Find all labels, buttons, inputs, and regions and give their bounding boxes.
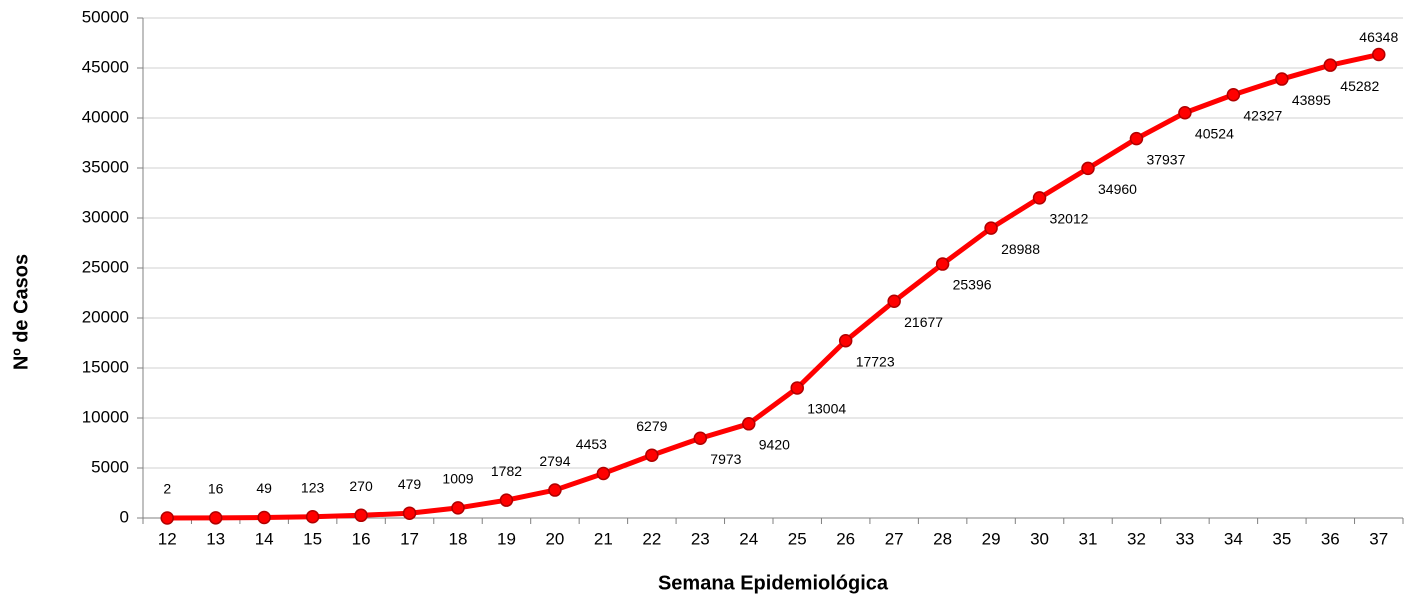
- x-tick-label: 25: [788, 529, 807, 548]
- data-label: 1009: [442, 471, 473, 487]
- marker: [887, 294, 901, 308]
- line: [167, 52, 1380, 521]
- x-tick-label: 15: [303, 529, 322, 548]
- marker: [451, 501, 465, 515]
- data-label: 13004: [807, 401, 846, 417]
- x-tick-label: 13: [206, 529, 225, 548]
- marker: [790, 381, 804, 395]
- data-label: 40524: [1195, 125, 1234, 141]
- data-label: 7973: [710, 451, 741, 467]
- y-tick-label: 50000: [82, 7, 129, 26]
- marker: [160, 511, 174, 525]
- marker: [935, 257, 950, 271]
- y-axis-title: Nº de Casos: [10, 254, 32, 370]
- x-tick-label: 18: [449, 529, 468, 548]
- x-tick-label: 29: [982, 529, 1001, 548]
- x-axis-title: Semana Epidemiológica: [658, 572, 889, 594]
- data-label: 28988: [1001, 241, 1040, 257]
- marker: [1032, 191, 1047, 205]
- data-label: 46348: [1359, 29, 1398, 45]
- x-tick-label: 14: [255, 529, 274, 548]
- data-label: 34960: [1098, 181, 1137, 197]
- x-tick-label: 30: [1030, 529, 1049, 548]
- y-tick-label: 5000: [91, 457, 129, 476]
- data-label: 6279: [636, 418, 667, 434]
- marker: [1081, 161, 1095, 176]
- marker: [548, 483, 562, 497]
- data-label: 1782: [491, 463, 522, 479]
- marker: [693, 431, 708, 446]
- marker: [1372, 47, 1386, 62]
- x-tick-label: 26: [836, 529, 855, 548]
- data-label: 270: [349, 478, 373, 494]
- data-label: 43895: [1292, 92, 1331, 108]
- marker: [1226, 87, 1241, 102]
- data-label: 16: [208, 481, 224, 497]
- data-label: 2: [163, 481, 171, 497]
- x-tick-label: 23: [691, 529, 710, 548]
- marker: [1323, 58, 1338, 72]
- marker: [402, 506, 417, 520]
- x-tick-label: 27: [885, 529, 904, 548]
- x-tick-label: 32: [1127, 529, 1146, 548]
- marker: [742, 417, 756, 431]
- x-tick-label: 17: [400, 529, 419, 548]
- x-tick-label: 20: [545, 529, 564, 548]
- data-label: 49: [256, 480, 272, 496]
- data-label: 4453: [576, 436, 607, 452]
- marker: [984, 221, 998, 235]
- x-tick-label: 36: [1321, 529, 1340, 548]
- x-tick-label: 12: [158, 529, 177, 548]
- y-tick-label: 45000: [82, 57, 129, 76]
- marker: [1129, 131, 1144, 146]
- marker: [354, 508, 368, 523]
- marker: [305, 510, 320, 524]
- data-label: 17723: [856, 353, 895, 369]
- y-tick-label: 15000: [82, 357, 129, 376]
- y-tick-label: 20000: [82, 307, 129, 326]
- data-label: 25396: [953, 277, 992, 293]
- data-label: 32012: [1050, 211, 1089, 227]
- x-tick-label: 31: [1079, 529, 1098, 548]
- data-label: 37937: [1146, 151, 1185, 167]
- y-tick-label: 35000: [82, 157, 129, 176]
- marker: [1178, 106, 1192, 120]
- marker: [596, 466, 611, 481]
- data-label: 45282: [1340, 78, 1379, 94]
- data-label: 123: [301, 479, 325, 495]
- marker: [1275, 72, 1289, 86]
- marker: [838, 334, 853, 348]
- x-tick-label: 21: [594, 529, 613, 548]
- y-tick-label: 30000: [82, 207, 129, 226]
- x-tick-label: 33: [1175, 529, 1194, 548]
- x-tick-label: 35: [1272, 529, 1291, 548]
- marker: [208, 511, 223, 525]
- marker: [257, 510, 271, 525]
- marker: [645, 448, 659, 462]
- x-tick-label: 34: [1224, 529, 1243, 548]
- x-tick-label: 24: [739, 529, 758, 548]
- x-tick-label: 16: [352, 529, 371, 548]
- y-tick-label: 40000: [82, 107, 129, 126]
- data-label: 9420: [759, 437, 790, 453]
- data-label: 42327: [1243, 107, 1282, 123]
- x-tick-label: 28: [933, 529, 952, 548]
- marker: [499, 493, 514, 507]
- y-tick-label: 10000: [82, 407, 129, 426]
- data-label: 479: [398, 476, 422, 492]
- x-tick-label: 22: [642, 529, 661, 548]
- y-tick-label: 0: [120, 507, 129, 526]
- x-tick-label: 19: [497, 529, 516, 548]
- x-tick-label: 37: [1369, 529, 1388, 548]
- data-label: 2794: [539, 453, 570, 469]
- y-tick-label: 25000: [82, 257, 129, 276]
- data-label: 21677: [904, 314, 943, 330]
